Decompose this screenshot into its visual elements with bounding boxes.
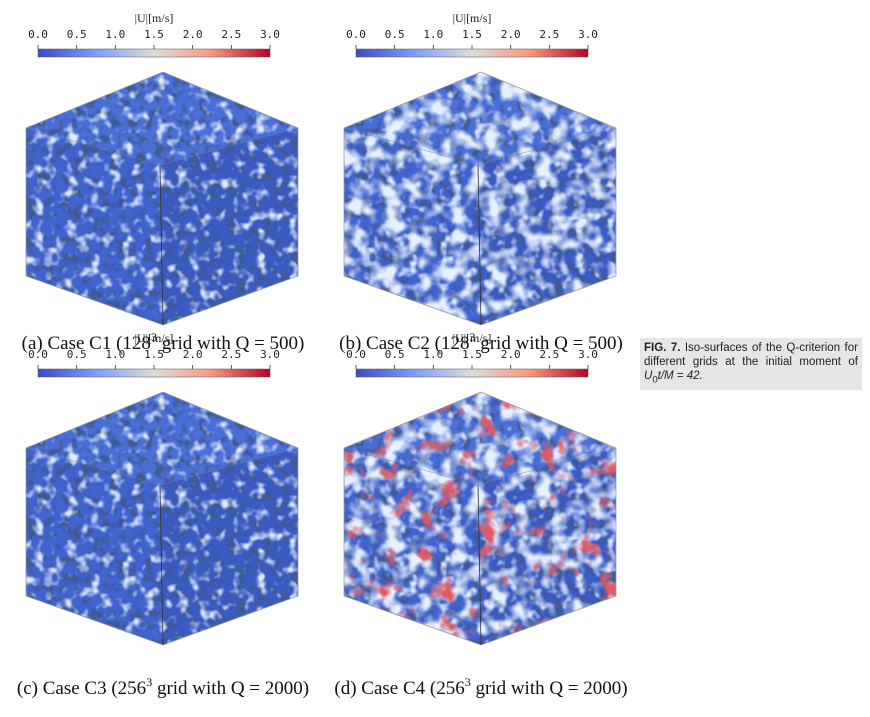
colorbar-tick-label: 2.0 xyxy=(501,28,521,41)
figure-caption: FIG. 7. Iso-surfaces of the Q-criterion … xyxy=(640,338,862,391)
colorbar-tick-label: 1.0 xyxy=(423,348,443,361)
cube-texture xyxy=(26,448,163,645)
cube-texture xyxy=(160,448,298,645)
caption-suffix: grid with Q = 500) xyxy=(475,333,622,354)
math-rest: t/M = 42. xyxy=(657,370,703,382)
math-base: U xyxy=(644,370,653,382)
cube-edge xyxy=(477,484,482,646)
cube-edge xyxy=(159,164,164,326)
cube-texture xyxy=(344,128,481,325)
colorbar-tick-label: 2.0 xyxy=(501,348,521,361)
panel: |U|[m/s] 0.0 0.5 1.0 1.5 2.0 2.5 3.0 xyxy=(25,11,299,326)
colorbar-tick-label: 0.0 xyxy=(28,28,48,41)
caption-suffix: grid with Q = 2000) xyxy=(152,678,309,699)
colorbar-tick-label: 0.5 xyxy=(385,348,405,361)
cube-texture xyxy=(344,72,616,165)
colorbar-tick-label: 1.0 xyxy=(105,348,125,361)
cube-texture xyxy=(478,448,616,645)
colorbar-tick-label: 2.5 xyxy=(221,348,241,361)
panel-caption: (b) Case C2 (1283 grid with Q = 500) xyxy=(339,330,623,355)
colorbar-tick-label: 3.0 xyxy=(578,348,598,361)
colorbar xyxy=(355,368,589,378)
cube-texture xyxy=(26,392,298,485)
colorbar-tick-label: 0.0 xyxy=(346,348,366,361)
colorbar xyxy=(37,48,271,58)
colorbar-title: |U|[m/s] xyxy=(135,11,174,25)
caption-prefix: (c) Case C3 (256 xyxy=(17,678,146,699)
colorbar-tick-label: 2.5 xyxy=(221,28,241,41)
panel: |U|[m/s] 0.0 0.5 1.0 1.5 2.0 2.5 3.0 xyxy=(25,331,299,646)
caption-prefix: (a) Case C1 (128 xyxy=(22,333,151,354)
cube-texture xyxy=(344,392,616,485)
colorbar-tick-label: 0.5 xyxy=(67,28,87,41)
cube-texture xyxy=(26,128,163,325)
colorbar-title: |U|[m/s] xyxy=(135,331,174,345)
cube-edge xyxy=(477,164,482,326)
colorbar-tick-label: 1.5 xyxy=(462,348,482,361)
colorbar xyxy=(355,48,589,58)
math-sub: 0 xyxy=(652,374,658,386)
caption-sup: 3 xyxy=(465,675,471,689)
colorbar-tick-label: 2.0 xyxy=(183,348,203,361)
panel-caption: (c) Case C3 (2563 grid with Q = 2000) xyxy=(17,675,309,700)
colorbar-tick-label: 2.5 xyxy=(539,348,559,361)
caption-suffix: grid with Q = 500) xyxy=(157,333,304,354)
colorbar-tick-label: 2.5 xyxy=(539,28,559,41)
cube-edge xyxy=(159,484,164,646)
panel: |U|[m/s] 0.0 0.5 1.0 1.5 2.0 2.5 3.0 xyxy=(343,11,617,326)
colorbar xyxy=(37,368,271,378)
colorbar-tick-label: 0.5 xyxy=(385,28,405,41)
cube-texture xyxy=(160,128,298,325)
colorbar-tick-label: 3.0 xyxy=(260,348,280,361)
colorbar-tick-label: 1.5 xyxy=(462,28,482,41)
cube-texture xyxy=(344,448,481,645)
figure: |U|[m/s]0.0 0.5 1.0 1.5 2.0 2.5 3.0(a) Case C1… xyxy=(17,11,628,700)
caption-text: Iso-surfaces of the Q-criterion for diff… xyxy=(644,342,858,368)
colorbar-tick-label: 1.5 xyxy=(144,28,164,41)
colorbar-tick-label: 3.0 xyxy=(260,28,280,41)
colorbar-title: |U|[m/s] xyxy=(453,11,492,25)
caption-suffix: grid with Q = 2000) xyxy=(471,678,628,699)
cube-texture xyxy=(26,72,298,165)
colorbar-tick-label: 0.5 xyxy=(67,348,87,361)
caption-label: FIG. 7. xyxy=(644,342,681,354)
colorbar-tick-label: 1.5 xyxy=(144,348,164,361)
panel-caption: (d) Case C4 (2563 grid with Q = 2000) xyxy=(334,675,627,700)
colorbar-tick-label: 1.0 xyxy=(423,28,443,41)
colorbar-title: |U|[m/s] xyxy=(453,331,492,345)
caption-prefix: (b) Case C2 (128 xyxy=(339,333,469,354)
colorbar-tick-label: 3.0 xyxy=(578,28,598,41)
colorbar-tick-label: 1.0 xyxy=(105,28,125,41)
cube-texture xyxy=(478,128,616,325)
colorbar-tick-label: 2.0 xyxy=(183,28,203,41)
caption-sup: 3 xyxy=(469,330,475,344)
colorbar-tick-label: 0.0 xyxy=(28,348,48,361)
caption-sup: 3 xyxy=(146,675,152,689)
caption-sup: 3 xyxy=(151,330,157,344)
caption-prefix: (d) Case C4 (256 xyxy=(334,678,464,699)
colorbar-tick-label: 0.0 xyxy=(346,28,366,41)
panel: |U|[m/s] 0.0 0.5 1.0 1.5 2.0 2.5 3.0 xyxy=(343,331,617,646)
panel-caption: (a) Case C1 (1283 grid with Q = 500) xyxy=(22,330,305,355)
